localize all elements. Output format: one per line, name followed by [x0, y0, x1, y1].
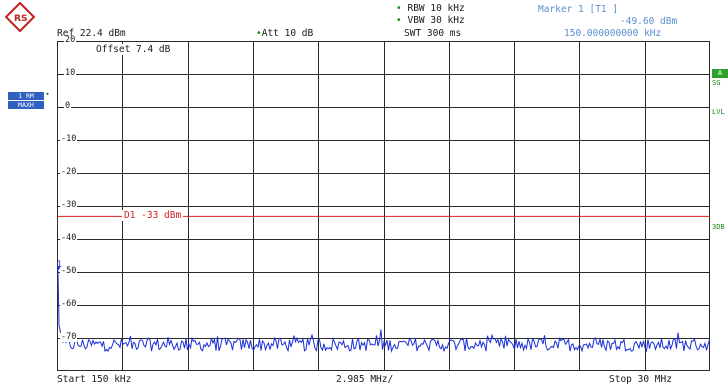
detector-badge: MAXH: [8, 101, 44, 109]
y-tick-label: -20: [60, 167, 78, 177]
y-tick-label: 10: [64, 68, 77, 78]
trace-mode-badge: 1 RM: [8, 92, 44, 100]
y-tick-label: -30: [60, 200, 78, 210]
spectrum-plot[interactable]: 1: [57, 41, 710, 371]
marker-title: Marker 1 [T1 ]: [538, 4, 619, 15]
marker-1-label: 1: [57, 260, 62, 269]
right-tag-lvl: LVL: [712, 108, 725, 116]
ref-pointer: •: [45, 90, 50, 99]
rbw-value: RBW 10 kHz: [407, 3, 465, 14]
spectrum-trace: [57, 270, 710, 354]
y-tick-label: -70: [60, 332, 78, 342]
y-tick-label: -40: [60, 233, 78, 243]
span-per-div: 2.985 MHz/: [336, 374, 394, 385]
gridlines: [57, 41, 710, 371]
vbw-value: VBW 30 kHz: [407, 15, 465, 26]
sweep-time: SWT 300 ms: [404, 28, 462, 39]
vbw-setting: • VBW 30 kHz: [396, 15, 465, 26]
svg-text:R: R: [14, 14, 21, 24]
right-tag-sg: SG: [712, 79, 721, 87]
ref-level: Ref 22.4 dBm: [57, 28, 126, 39]
svg-text:S: S: [21, 14, 27, 24]
y-tick-label: -50: [60, 266, 78, 276]
y-tick-label: 20: [64, 35, 77, 45]
y-tick-label: 0: [64, 101, 72, 111]
rohde-schwarz-logo: R S: [4, 1, 36, 33]
marker-level: -49.60 dBm: [620, 16, 678, 27]
marker-frequency: 150.000000000 kHz: [564, 28, 662, 39]
right-tag-a: A: [712, 69, 728, 78]
attenuation-setting: •Att 10 dB: [256, 28, 314, 39]
display-line-label: D1 -33 dBm: [122, 210, 184, 222]
attenuation-value: Att 10 dB: [261, 28, 314, 39]
y-tick-label: -60: [60, 299, 78, 309]
stop-frequency: Stop 30 MHz: [609, 374, 672, 385]
start-frequency: Start 150 kHz: [57, 374, 132, 385]
rbw-setting: • RBW 10 kHz: [396, 3, 465, 14]
y-tick-label: -10: [60, 134, 78, 144]
right-tag-3db: 3DB: [712, 223, 725, 231]
offset-label: Offset 7.4 dB: [94, 44, 173, 55]
